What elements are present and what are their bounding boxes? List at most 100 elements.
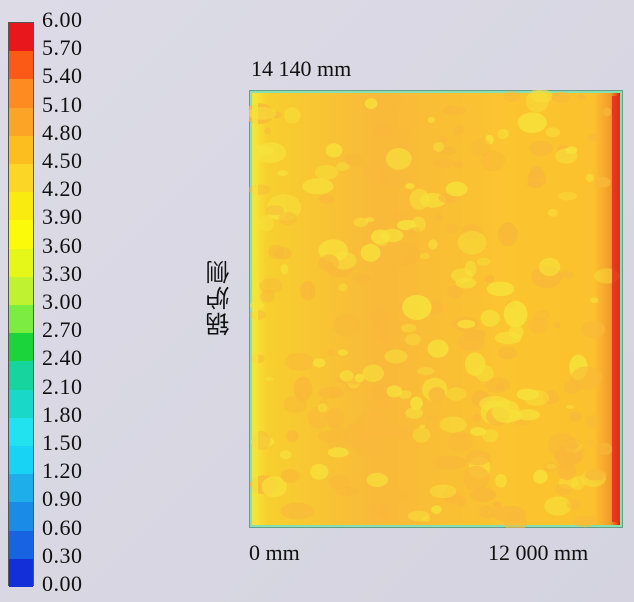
contour-blob [495,474,507,488]
contour-blob [332,313,360,337]
contour-blob [581,320,605,338]
contour-blob [503,300,528,328]
contour-blob [565,438,581,449]
contour-blob [370,384,386,401]
contour-blob [365,217,375,222]
contour-blob [376,318,401,343]
contour-blob [551,91,571,103]
contour-blob [566,405,574,409]
color-scale-tick-label: 1.80 [42,401,83,427]
contour-blob [482,429,499,443]
contour-blob [476,257,491,266]
contour-blob [355,411,390,438]
contour-blob [497,346,518,360]
contour-blob [463,328,486,340]
color-scale-tick-label: 0.60 [42,514,83,540]
contour-blob [326,407,345,429]
contour-blob [585,173,594,182]
contour-blob [273,247,292,260]
contour-blob [386,94,402,109]
contour-blob [537,280,546,285]
contour-blob [284,352,314,371]
contour-blob [410,396,423,410]
contour-blob [361,164,384,179]
contour-blob [380,228,404,243]
contour-blob [427,339,449,358]
contour-blob [428,239,438,250]
hot-edge [612,96,620,522]
contour-blob [446,387,467,401]
contour-blob [405,255,414,264]
contour-blob [405,407,424,419]
contour-blob [560,444,586,464]
contour-blob [442,105,467,116]
color-scale-tick-label: 4.20 [42,176,83,202]
boiler-side-label: 锅炉侧 [208,258,234,336]
contour-blob [318,430,341,443]
color-scale-tick-label: 5.10 [42,91,83,117]
contour-blob [310,463,329,480]
contour-blob [447,285,463,299]
contour-blob [546,463,556,470]
contour-blob [433,141,444,152]
color-scale-segment [9,446,33,475]
contour-blob [472,414,482,422]
x-start-label: 0 mm [249,540,300,565]
contour-blob [589,297,599,303]
distribution-plot [249,90,623,528]
contour-blob [603,107,612,117]
contour-blob [339,370,354,382]
contour-blob [419,424,426,429]
contour-blob [450,381,462,390]
contour-blob [445,223,459,234]
contour-blob [435,214,443,222]
contour-blob [282,395,308,414]
contour-blob [259,278,283,294]
contour-blob [457,319,476,329]
contour-blob [408,227,421,235]
contour-blob [280,502,315,520]
contour-blob [366,472,388,487]
contour-blob [318,194,335,204]
color-scale-segment [9,417,33,447]
color-scale-segment [9,389,33,419]
color-scale-tick-label: 4.50 [42,148,83,173]
contour-blob [360,243,381,262]
contour-blob [433,157,455,169]
color-scale-segment [9,333,33,362]
contour-blob [516,409,541,421]
contour-blob [543,461,559,472]
color-scale-segment [9,361,33,391]
contour-blob [284,107,301,124]
color-scale-tick-label: 2.10 [42,373,83,399]
contour-blob [439,136,448,142]
contour-blob [375,239,388,246]
contour-blob [419,252,430,260]
contour-blob [585,469,607,481]
contour-blob [455,277,477,289]
contour-blob [572,515,597,528]
contour-blob [523,389,550,406]
color-scale-segment [9,276,33,306]
contour-blob [465,450,491,466]
color-scale-tick-label: 2.40 [42,345,83,371]
contour-blob [567,498,582,511]
color-scale-segment [9,305,33,334]
contour-blob [486,281,515,297]
contour-blob [517,112,547,133]
contour-blob [334,486,360,497]
contour-blob [485,134,494,145]
contour-blob [462,465,490,492]
contour-blob [293,376,313,402]
contour-blob [569,411,582,422]
contour-blob [597,442,613,456]
contour-blob [429,484,457,499]
contour-blob [587,134,601,142]
contour-blob [594,177,611,188]
contour-blob [384,349,408,364]
contour-blob [392,211,407,222]
contour-blob [565,146,578,155]
contour-blob [533,469,548,484]
contour-blob [535,309,550,321]
contour-blob [492,505,527,522]
